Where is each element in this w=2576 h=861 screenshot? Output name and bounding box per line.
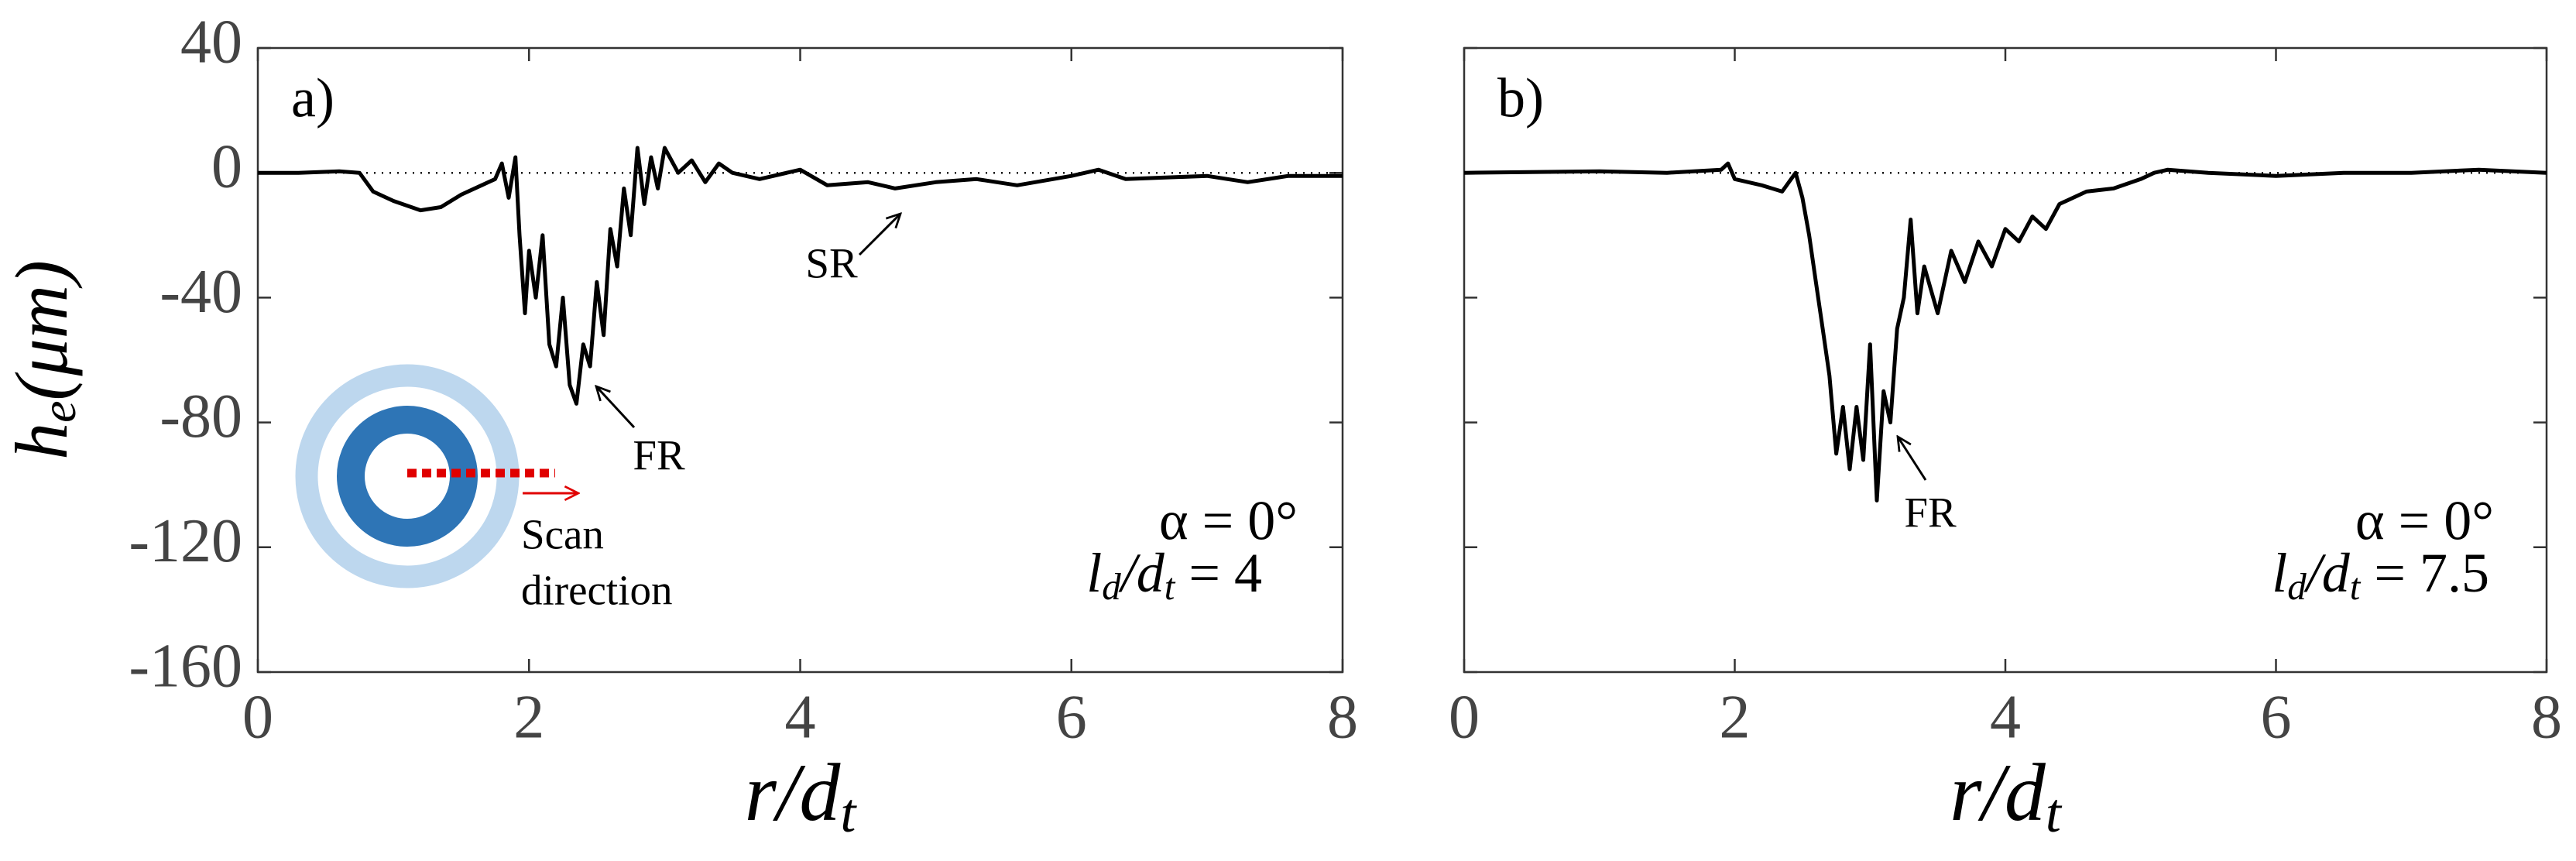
annotation-part: /d	[1118, 542, 1165, 604]
y-tick-label: 40	[180, 8, 242, 76]
annotation: FR	[1904, 489, 1957, 537]
annotation: α = 0°	[1159, 490, 1298, 552]
x-tick-label: 4	[1990, 683, 2021, 751]
annotation-part: l	[2272, 542, 2287, 604]
annotation-arrow	[1898, 437, 1927, 481]
annotation-part: = 7.5	[2360, 542, 2489, 604]
y-label-sub: e	[31, 401, 86, 423]
inner-ring	[337, 406, 478, 547]
y-tick-label: -120	[129, 507, 242, 575]
x-tick-label: 2	[1720, 683, 1751, 751]
x-label-sub: t	[2046, 782, 2063, 844]
annotation-part: l	[1086, 542, 1102, 604]
x-label-base: r/d	[745, 747, 842, 838]
x-tick-label: 6	[1056, 683, 1087, 751]
annotation-part: = 4	[1175, 542, 1262, 604]
y-axis-label: he(μm)	[0, 260, 86, 460]
annotation: direction	[521, 567, 672, 614]
annotation-part: /d	[2303, 542, 2351, 604]
x-tick-label: 8	[2531, 683, 2562, 751]
profile-line	[1463, 161, 2547, 503]
x-tick-label: 2	[513, 683, 544, 751]
x-tick-label: 8	[1327, 683, 1358, 751]
scan-inset	[295, 364, 578, 588]
annotation-sub: t	[2350, 565, 2362, 608]
y-tick-label: -40	[159, 258, 242, 326]
y-label-base: h	[0, 423, 83, 460]
outer-ring	[295, 364, 520, 588]
panel-label: b)	[1497, 67, 1544, 129]
x-label-sub: t	[840, 782, 857, 844]
y-tick-label: -80	[159, 382, 242, 451]
profile-line	[258, 146, 1343, 406]
panel-label: a)	[291, 67, 334, 129]
annotation-sub: d	[1102, 565, 1121, 608]
annotation: SR	[805, 240, 858, 287]
x-tick-label: 6	[2261, 683, 2292, 751]
x-tick-label: 0	[1449, 683, 1480, 751]
annotation-arrow	[596, 386, 636, 429]
x-axis-label: r/dt	[745, 747, 858, 843]
annotation: FR	[633, 432, 685, 479]
y-label-rest: (μm)	[0, 260, 83, 400]
annotation-sub: d	[2287, 565, 2307, 608]
x-axis-label: r/dt	[1950, 747, 2063, 843]
annotation-arrow	[858, 214, 900, 256]
annotation-sub: t	[1165, 565, 1176, 608]
annotation: Scan	[521, 511, 604, 558]
y-tick-label: 0	[211, 133, 242, 201]
x-label-base: r/d	[1950, 747, 2046, 838]
annotation: α = 0°	[2355, 490, 2494, 552]
x-tick-label: 0	[242, 683, 273, 751]
annotation: ld/dt = 7.5	[2272, 542, 2489, 609]
annotation: ld/dt = 4	[1086, 542, 1262, 609]
y-tick-label: -160	[129, 632, 242, 700]
x-tick-label: 4	[785, 683, 816, 751]
